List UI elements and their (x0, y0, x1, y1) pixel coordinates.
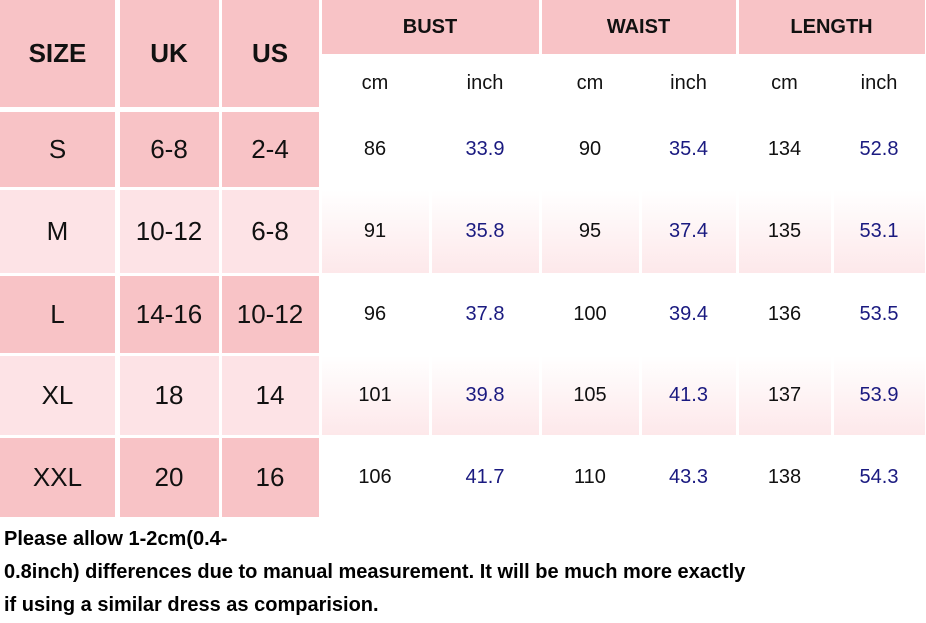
group-header: WAIST (541, 0, 736, 54)
note-line: if using a similar dress as comparision. (4, 594, 379, 616)
measure-cell: 53.5 (833, 275, 925, 353)
size-cell: XXL (0, 437, 115, 517)
measure-cell: 90 (541, 111, 639, 187)
size-cell: 14-16 (119, 275, 219, 353)
measure-cell: 52.8 (833, 111, 925, 187)
us-header: US (221, 0, 319, 107)
group-header: BUST (321, 0, 539, 54)
measure-cell: 33.9 (431, 111, 539, 187)
measure-cell: 86 (321, 111, 429, 187)
unit-header: inch (641, 58, 736, 109)
size-cell: 20 (119, 437, 219, 517)
measure-cell: 37.4 (641, 189, 736, 273)
measure-cell: 100 (541, 275, 639, 353)
size-cell: 14 (221, 355, 319, 435)
measure-cell: 95 (541, 189, 639, 273)
measure-cell: 137 (738, 355, 831, 435)
measure-cell: 54.3 (833, 437, 925, 517)
measure-cell: 136 (738, 275, 831, 353)
size-cell: 16 (221, 437, 319, 517)
measure-cell: 35.4 (641, 111, 736, 187)
measure-cell: 35.8 (431, 189, 539, 273)
measure-cell: 53.9 (833, 355, 925, 435)
size-cell: S (0, 111, 115, 187)
unit-header: inch (833, 58, 925, 109)
measure-cell: 41.3 (641, 355, 736, 435)
measure-cell: 37.8 (431, 275, 539, 353)
unit-header: cm (321, 58, 429, 109)
group-header: LENGTH (738, 0, 925, 54)
measure-cell: 39.8 (431, 355, 539, 435)
measure-cell: 134 (738, 111, 831, 187)
unit-header: cm (738, 58, 831, 109)
size-cell: M (0, 189, 115, 273)
measure-cell: 110 (541, 437, 639, 517)
measure-cell: 106 (321, 437, 429, 517)
measure-cell: 53.1 (833, 189, 925, 273)
note-line: Please allow 1-2cm(0.4- (4, 528, 228, 550)
uk-header: UK (119, 0, 219, 107)
measure-cell: 105 (541, 355, 639, 435)
measure-cell: 39.4 (641, 275, 736, 353)
size-cell: 2-4 (221, 111, 319, 187)
measure-cell: 135 (738, 189, 831, 273)
size-cell: 10-12 (221, 275, 319, 353)
measure-cell: 96 (321, 275, 429, 353)
size-cell: 10-12 (119, 189, 219, 273)
size-header: SIZE (0, 0, 115, 107)
measure-cell: 41.7 (431, 437, 539, 517)
size-cell: XL (0, 355, 115, 435)
size-cell: 6-8 (221, 189, 319, 273)
measure-cell: 101 (321, 355, 429, 435)
note-line: 0.8inch) differences due to manual measu… (4, 561, 746, 583)
measure-cell: 138 (738, 437, 831, 517)
size-cell: 6-8 (119, 111, 219, 187)
unit-header: inch (431, 58, 539, 109)
measure-cell: 91 (321, 189, 429, 273)
measure-cell: 43.3 (641, 437, 736, 517)
unit-header: cm (541, 58, 639, 109)
size-cell: 18 (119, 355, 219, 435)
size-cell: L (0, 275, 115, 353)
